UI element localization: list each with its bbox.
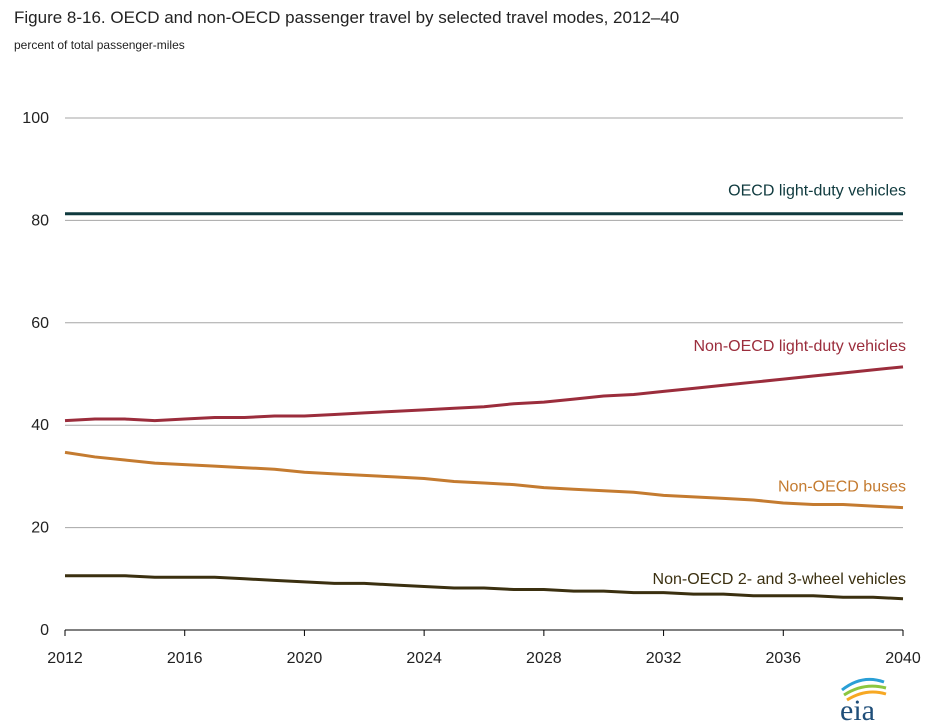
- y-tick-label: 20: [31, 520, 49, 537]
- y-tick-label: 100: [22, 110, 49, 127]
- y-axis-label: percent of total passenger-miles: [14, 38, 185, 52]
- x-tick-label: 2012: [47, 650, 83, 667]
- grid-lines: [65, 117, 903, 631]
- x-tick-label: 2036: [765, 650, 801, 667]
- y-tick-label: 60: [31, 315, 49, 332]
- y-tick-label: 40: [31, 417, 49, 434]
- series-line-2: [64, 450, 904, 510]
- series-label-0: OECD light-duty vehicles: [728, 183, 906, 200]
- x-tick-label: 2016: [167, 650, 203, 667]
- y-tick-label: 80: [31, 212, 49, 229]
- y-tick-label: 0: [40, 622, 49, 639]
- chart-title: Figure 8-16. OECD and non-OECD passenger…: [14, 8, 680, 27]
- eia-logo-icon: eia: [840, 677, 887, 722]
- x-tick-label: 2032: [646, 650, 682, 667]
- x-tick-label: 2028: [526, 650, 562, 667]
- svg-text:eia: eia: [840, 694, 875, 722]
- series-line-1: [64, 365, 904, 423]
- series-labels: OECD light-duty vehicles Non-OECD light-d…: [653, 183, 906, 588]
- x-axis-ticks: 2012 2016 2020 2024 2028 2032 2036 2040: [47, 630, 921, 667]
- series-label-1: Non-OECD light-duty vehicles: [693, 338, 906, 355]
- x-tick-label: 2040: [885, 650, 921, 667]
- x-tick-label: 2020: [287, 650, 323, 667]
- series-line-3: [65, 574, 904, 601]
- y-axis-ticks: 0 20 40 60 80 100: [22, 110, 49, 639]
- series-lines: [64, 212, 904, 601]
- series-label-3: Non-OECD 2- and 3-wheel vehicles: [653, 571, 906, 588]
- series-label-2: Non-OECD buses: [778, 479, 906, 496]
- x-tick-label: 2024: [406, 650, 442, 667]
